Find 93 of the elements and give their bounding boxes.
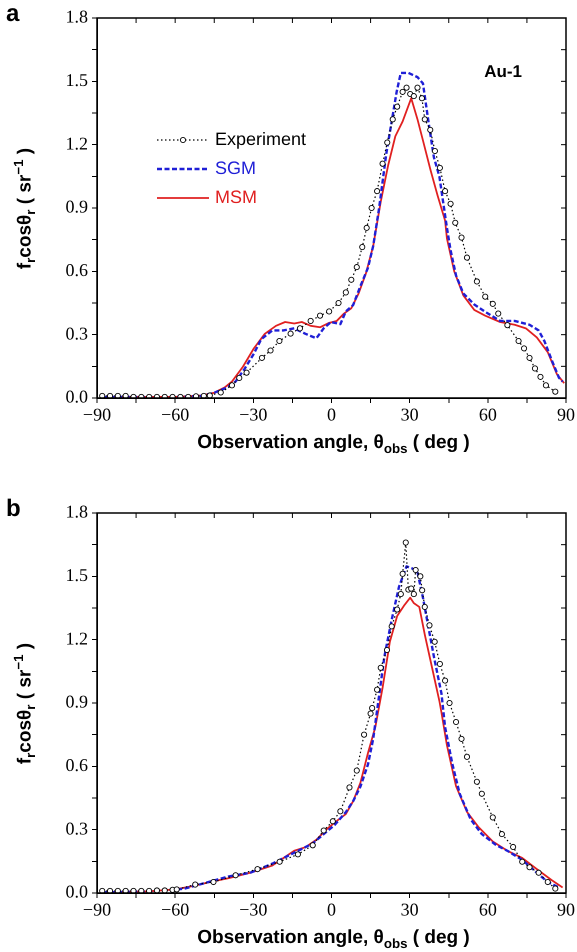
- point: [106, 888, 114, 893]
- x-tick-label: −30: [239, 900, 268, 920]
- point: [417, 573, 424, 580]
- point: [346, 784, 353, 790]
- x-axis-title: Observation angle, θ$_{obs}$ ( deg ): [196, 432, 471, 456]
- point: [174, 886, 180, 892]
- x-tick-label: −90: [82, 404, 112, 425]
- point: [544, 878, 551, 886]
- x-axis-title: Observation angle, θ$_{obs}$ ( deg ): [196, 927, 471, 951]
- point: [498, 831, 505, 838]
- y-tick-label: 0.6: [66, 755, 88, 776]
- point: [162, 887, 168, 893]
- y-tick-label: 0.0: [66, 882, 88, 902]
- point: [122, 888, 129, 893]
- x-tick-label: 30: [400, 900, 419, 920]
- y-tick-label: 1.5: [66, 70, 88, 90]
- x-tick-label: 60: [478, 404, 497, 425]
- x-tick-label: 90: [557, 404, 575, 425]
- x-tick-label: 60: [478, 900, 497, 920]
- point: [369, 705, 376, 712]
- chart-title: b: [6, 495, 21, 522]
- y-tick-label: 1.8: [66, 502, 88, 522]
- point: [337, 808, 344, 814]
- y-tick-label: 0.0: [66, 386, 88, 407]
- point: [388, 623, 395, 630]
- point: [446, 700, 453, 706]
- y-tick-label: 1.2: [66, 133, 88, 154]
- y-tick-label: 1.2: [66, 628, 88, 648]
- point: [210, 878, 217, 886]
- point: [394, 606, 400, 613]
- point: [408, 586, 414, 592]
- point: [510, 844, 516, 850]
- legend-label: Experiment: [215, 128, 306, 149]
- point: [138, 888, 144, 893]
- y-tick-label: 1.8: [66, 6, 88, 27]
- point: [154, 887, 160, 893]
- point: [330, 818, 336, 824]
- point: [458, 736, 465, 742]
- x-tick-label: 30: [400, 404, 419, 425]
- point: [320, 827, 327, 834]
- point: [552, 886, 558, 892]
- point: [146, 888, 152, 893]
- point: [536, 870, 542, 876]
- x-tick-label: −60: [161, 404, 190, 425]
- point: [412, 566, 419, 574]
- point: [114, 888, 121, 893]
- x-tick-label: 0: [327, 900, 336, 920]
- y-tick-label: 0.6: [66, 260, 88, 280]
- point: [419, 587, 426, 594]
- point: [519, 858, 526, 865]
- point: [374, 686, 380, 693]
- point: [384, 646, 390, 654]
- point: [410, 591, 417, 598]
- point: [361, 732, 368, 738]
- point: [400, 570, 406, 577]
- y-tick-label: 0.9: [66, 692, 88, 712]
- point: [426, 622, 433, 628]
- point: [422, 604, 428, 610]
- point: [378, 664, 384, 671]
- point: [276, 858, 283, 865]
- point: [254, 866, 261, 872]
- point: [442, 678, 448, 684]
- point: [99, 888, 106, 893]
- point: [232, 872, 239, 878]
- point: [436, 660, 443, 667]
- annotation: Au-1: [484, 62, 522, 82]
- y-tick-label: 1.5: [66, 565, 88, 586]
- chart-title: a: [6, 0, 20, 27]
- point: [490, 814, 496, 820]
- x-tick-label: −60: [161, 900, 190, 920]
- legend-label: SGM: [215, 158, 256, 178]
- point: [130, 888, 137, 893]
- y-tick-label: 0.3: [66, 323, 88, 344]
- legend-label: MSM: [215, 186, 257, 207]
- x-tick-label: −30: [239, 404, 268, 425]
- point: [310, 842, 316, 848]
- point: [354, 768, 360, 774]
- x-tick-label: 90: [557, 900, 575, 920]
- point: [526, 864, 533, 870]
- point: [402, 540, 409, 546]
- x-tick-label: −90: [82, 900, 112, 920]
- point: [474, 778, 480, 785]
- point: [398, 591, 404, 598]
- point: [464, 754, 470, 760]
- point: [478, 790, 485, 797]
- point: [432, 638, 438, 645]
- y-tick-label: 0.3: [66, 818, 88, 838]
- point: [192, 882, 198, 888]
- point: [368, 710, 374, 717]
- point: [452, 718, 460, 726]
- point: [294, 851, 301, 858]
- x-tick-label: 0: [327, 404, 336, 425]
- y-tick-label: 0.9: [66, 196, 88, 217]
